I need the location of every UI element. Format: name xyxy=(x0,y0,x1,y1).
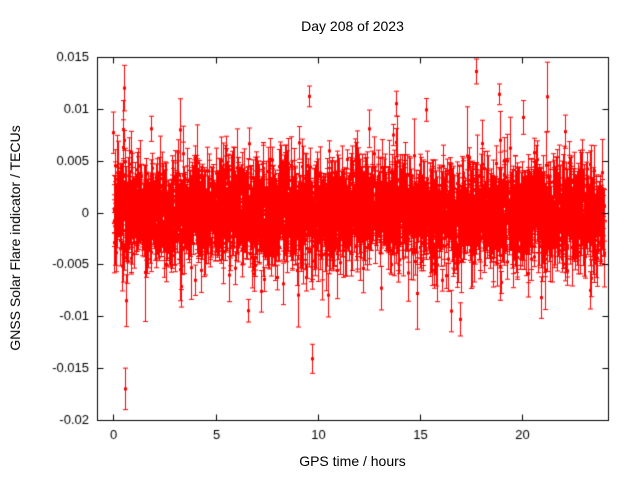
x-axis-label: GPS time / hours xyxy=(299,453,406,469)
chart-title: Day 208 of 2023 xyxy=(301,18,404,34)
y-axis-label: GNSS Solar Flare indicator / TECUs xyxy=(7,125,23,351)
